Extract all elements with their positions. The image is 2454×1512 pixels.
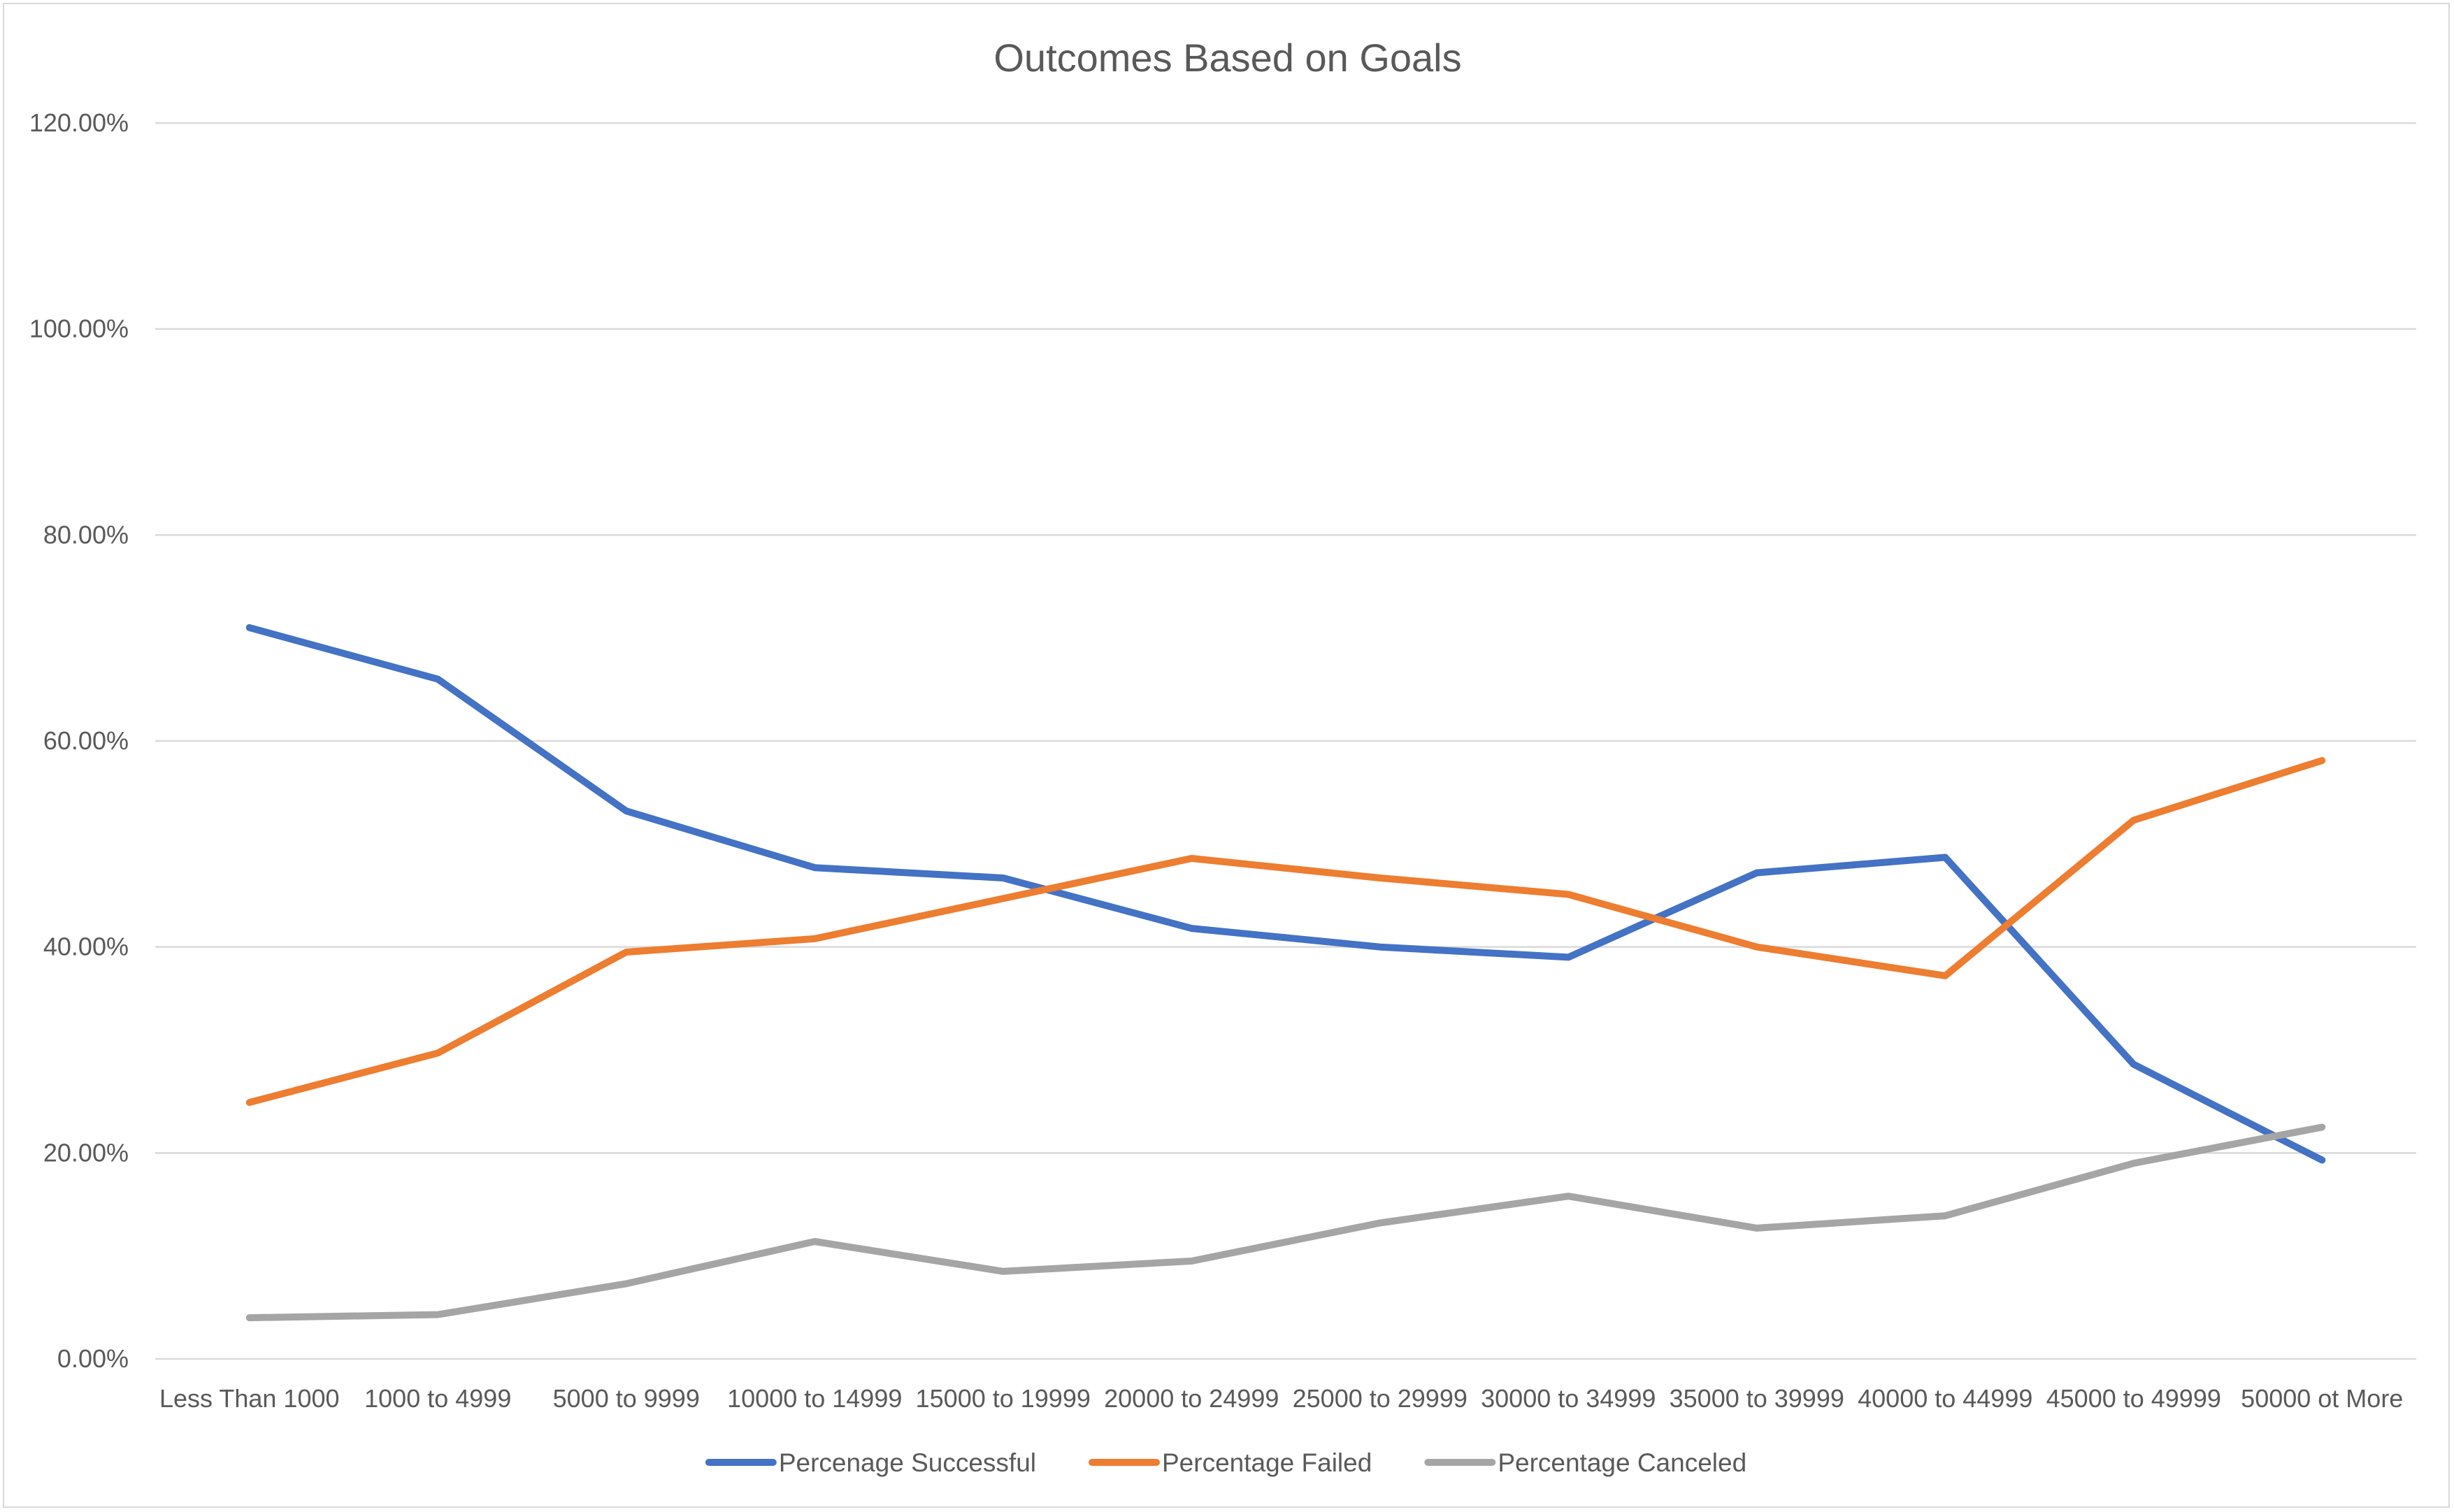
x-tick-label: 35000 to 39999	[1670, 1384, 1844, 1413]
y-tick-label: 120.00%	[29, 108, 129, 137]
x-tick-label: 1000 to 4999	[364, 1384, 511, 1413]
x-tick-label: 25000 to 29999	[1293, 1384, 1468, 1413]
y-tick-label: 60.00%	[43, 726, 129, 755]
legend-label: Percenage Successful	[779, 1448, 1036, 1477]
x-axis-tick-labels: Less Than 1000 1000 to 4999 5000 to 9999 10…	[159, 1384, 2403, 1413]
legend-label: Percentage Canceled	[1498, 1448, 1746, 1477]
legend-label: Percentage Failed	[1162, 1448, 1372, 1477]
x-tick-label: 10000 to 14999	[727, 1384, 902, 1413]
legend: Percenage Successful Percentage Failed Per…	[705, 1448, 1746, 1477]
line-chart: Outcomes Based on Goals 0.00% 20.00% 40.00…	[29, 36, 2416, 1477]
y-axis-tick-labels: 0.00% 20.00% 40.00% 60.00% 80.00% 100.00% 120.…	[29, 108, 129, 1373]
gridlines	[155, 122, 2416, 1360]
chart-area: Outcomes Based on Goals 0.00% 20.00% 40.00…	[3, 3, 2450, 1508]
x-tick-label: 5000 to 9999	[553, 1384, 700, 1413]
x-tick-label: Less Than 1000	[159, 1384, 340, 1413]
x-tick-label: 15000 to 19999	[916, 1384, 1091, 1413]
y-tick-label: 40.00%	[43, 933, 129, 961]
y-tick-label: 80.00%	[43, 520, 129, 549]
x-tick-label: 20000 to 24999	[1104, 1384, 1279, 1413]
y-tick-label: 0.00%	[57, 1344, 129, 1373]
series-line-percentage-canceled	[245, 1123, 2326, 1322]
x-tick-label: 40000 to 44999	[1858, 1384, 2032, 1413]
x-tick-label: 30000 to 34999	[1481, 1384, 1656, 1413]
x-tick-label: 45000 to 49999	[2046, 1384, 2221, 1413]
y-tick-label: 20.00%	[43, 1138, 129, 1167]
x-tick-label: 50000 ot More	[2241, 1384, 2403, 1413]
series-line-percentage-failed	[245, 757, 2326, 1107]
chart-title: Outcomes Based on Goals	[993, 36, 1461, 80]
series-line-percenage-successful	[245, 624, 2326, 1164]
series-lines	[245, 624, 2326, 1322]
y-tick-label: 100.00%	[29, 315, 129, 343]
